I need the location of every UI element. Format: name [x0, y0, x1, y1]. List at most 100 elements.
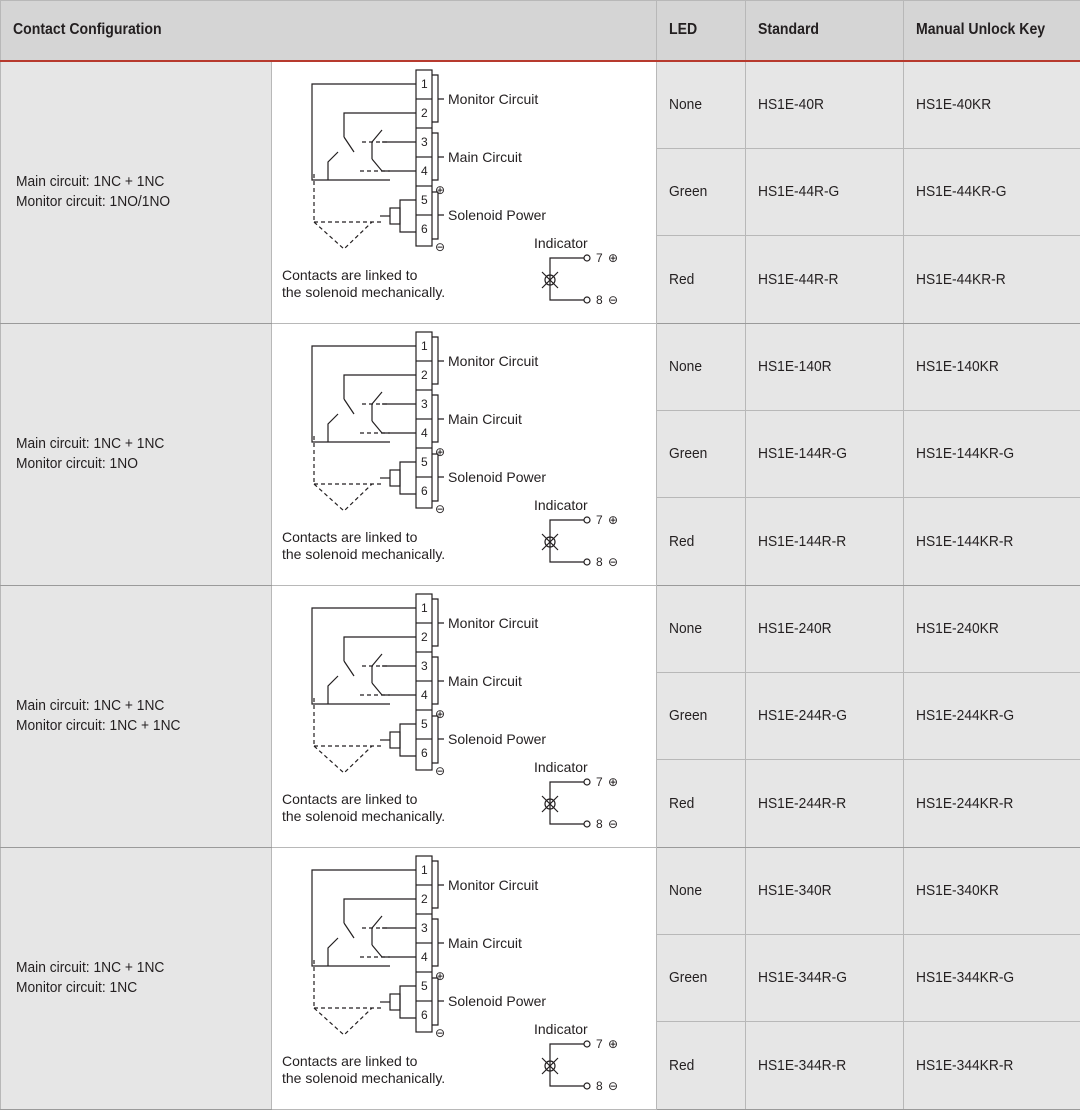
main-circuit-label: Main Circuit: [448, 149, 522, 165]
note-line-2: the solenoid mechanically.: [282, 546, 445, 562]
led-cell: None: [656, 584, 746, 673]
standard-part-number-text: HS1E-140R: [758, 358, 832, 376]
standard-part-number: HS1E-244R-R: [745, 759, 904, 848]
terminal-8-label: 8: [596, 293, 603, 307]
led-cell-text: None: [669, 358, 702, 376]
monitor-circuit-text: Monitor circuit: 1NO/1NO: [16, 193, 171, 210]
standard-part-number: HS1E-340R: [745, 846, 904, 935]
led-cell-text: None: [669, 620, 702, 638]
terminal-7-label: 7: [596, 1037, 603, 1051]
standard-part-number: HS1E-44R-G: [745, 147, 904, 236]
note-line-1: Contacts are linked to: [282, 529, 418, 545]
table-row: Main circuit: 1NC + 1NC Monitor circuit: …: [0, 322, 1080, 586]
plus-symbol: ⊕: [435, 707, 445, 721]
plus-symbol: ⊕: [608, 251, 618, 265]
main-circuit-label: Main Circuit: [448, 673, 522, 689]
manual-unlock-key-part-number-text: HS1E-40KR: [916, 96, 992, 113]
led-cell-text: Red: [669, 794, 695, 812]
manual-unlock-key-part-number: HS1E-144KR-G: [903, 409, 1080, 499]
terminal-7-label: 7: [596, 513, 603, 527]
manual-unlock-key-part-number-text: HS1E-144KR-R: [916, 532, 1014, 550]
led-cell-text: None: [669, 96, 702, 113]
standard-part-number: HS1E-44R-R: [745, 235, 904, 324]
manual-unlock-key-part-number-text: HS1E-344KR-R: [916, 1056, 1014, 1074]
terminal-6-label: 6: [421, 222, 428, 236]
led-cell: Red: [656, 1021, 746, 1110]
monitor-circuit-text: Monitor circuit: 1NC: [16, 979, 138, 996]
terminal-1-label: 1: [421, 339, 428, 353]
plus-symbol: ⊕: [435, 183, 445, 197]
monitor-circuit-label: Monitor Circuit: [448, 615, 538, 631]
wiring-diagram-cell: 1 2 3 4 5 6 Monitor Circuit Main Circuit…: [271, 60, 657, 324]
solenoid-power-label: Solenoid Power: [448, 993, 546, 1009]
monitor-circuit-label: Monitor Circuit: [448, 91, 538, 107]
terminal-1-label: 1: [421, 863, 428, 877]
main-circuit-text: Main circuit: 1NC + 1NC: [16, 435, 165, 452]
wiring-diagram: 1 2 3 4 5 6 Monitor Circuit Main Circuit…: [282, 68, 618, 307]
minus-symbol: ⊖: [608, 293, 618, 307]
table-row: Main circuit: 1NC + 1NC Monitor circuit: …: [0, 60, 1080, 324]
note-line-2: the solenoid mechanically.: [282, 284, 445, 300]
table-row: Red HS1E-244R-R HS1E-244KR-R: [1, 759, 1080, 848]
led-cell-text: None: [669, 882, 702, 900]
led-cell-text: Green: [669, 707, 708, 725]
standard-part-number-text: HS1E-244R-R: [758, 794, 847, 812]
plus-symbol: ⊕: [435, 969, 445, 983]
led-cell: Red: [656, 759, 746, 848]
table-row: Red HS1E-344R-R HS1E-344KR-R: [1, 1021, 1080, 1110]
standard-part-number: HS1E-240R: [745, 584, 904, 673]
table-row: Green HS1E-44R-G HS1E-44KR-G: [1, 147, 1080, 236]
header-standard: Standard: [745, 0, 904, 62]
led-cell: Green: [656, 671, 746, 761]
terminal-4-label: 4: [421, 688, 428, 702]
manual-unlock-key-part-number: HS1E-344KR-R: [903, 1021, 1080, 1110]
note-line-1: Contacts are linked to: [282, 267, 418, 283]
standard-part-number-text: HS1E-344R-R: [758, 1056, 847, 1074]
terminal-6-label: 6: [421, 746, 428, 760]
note-line-2: the solenoid mechanically.: [282, 808, 445, 824]
manual-unlock-key-part-number: HS1E-340KR: [903, 846, 1080, 935]
standard-part-number: HS1E-140R: [745, 322, 904, 411]
wiring-diagram-cell: 1 2 3 4 5 6 Monitor Circuit Main Circuit…: [271, 584, 657, 848]
led-cell-text: Red: [669, 270, 695, 288]
wiring-diagram-cell: 1 2 3 4 5 6 Monitor Circuit Main Circuit…: [271, 322, 657, 586]
table-row: Red HS1E-44R-R HS1E-44KR-R: [1, 235, 1080, 324]
terminal-7-label: 7: [596, 775, 603, 789]
table-row: Green HS1E-244R-G HS1E-244KR-G: [1, 671, 1080, 761]
table-row: Main circuit: 1NC + 1NC Monitor circuit: …: [0, 584, 1080, 848]
note-line-2: the solenoid mechanically.: [282, 1070, 445, 1086]
led-cell: Green: [656, 933, 746, 1023]
terminal-3-label: 3: [421, 659, 428, 673]
led-cell-text: Red: [669, 1056, 695, 1074]
manual-unlock-key-part-number-text: HS1E-344KR-G: [916, 969, 1015, 987]
led-cell-text: Green: [669, 183, 708, 201]
wiring-diagram: 1 2 3 4 5 6 Monitor Circuit Main Circuit…: [282, 330, 618, 569]
solenoid-power-label: Solenoid Power: [448, 731, 546, 747]
indicator-label: Indicator: [534, 497, 588, 513]
minus-symbol: ⊖: [435, 1026, 445, 1040]
header-row: Contact Configuration LED Standard Manua…: [0, 0, 1080, 62]
standard-part-number: HS1E-344R-G: [745, 933, 904, 1023]
minus-symbol: ⊖: [435, 764, 445, 778]
led-cell: Green: [656, 409, 746, 499]
contact-configuration-cell: Main circuit: 1NC + 1NC Monitor circuit: …: [0, 60, 272, 324]
standard-part-number-text: HS1E-244R-G: [758, 707, 847, 725]
manual-unlock-key-part-number: HS1E-140KR: [903, 322, 1080, 411]
standard-part-number: HS1E-40R: [745, 60, 904, 149]
minus-symbol: ⊖: [608, 555, 618, 569]
terminal-5-label: 5: [421, 717, 428, 731]
table-row: Main circuit: 1NC + 1NC Monitor circuit: …: [0, 846, 1080, 1110]
terminal-2-label: 2: [421, 892, 428, 906]
contact-configuration-cell: Main circuit: 1NC + 1NC Monitor circuit: …: [0, 846, 272, 1110]
terminal-1-label: 1: [421, 601, 428, 615]
terminal-5-label: 5: [421, 193, 428, 207]
terminal-2-label: 2: [421, 106, 428, 120]
manual-unlock-key-part-number: HS1E-244KR-R: [903, 759, 1080, 848]
main-circuit-text: Main circuit: 1NC + 1NC: [16, 959, 165, 976]
manual-unlock-key-part-number-text: HS1E-140KR: [916, 358, 999, 376]
led-cell-text: Green: [669, 969, 708, 987]
manual-unlock-key-part-number-text: HS1E-44KR-G: [916, 183, 1007, 201]
standard-part-number-text: HS1E-240R: [758, 620, 832, 638]
indicator-label: Indicator: [534, 235, 588, 251]
